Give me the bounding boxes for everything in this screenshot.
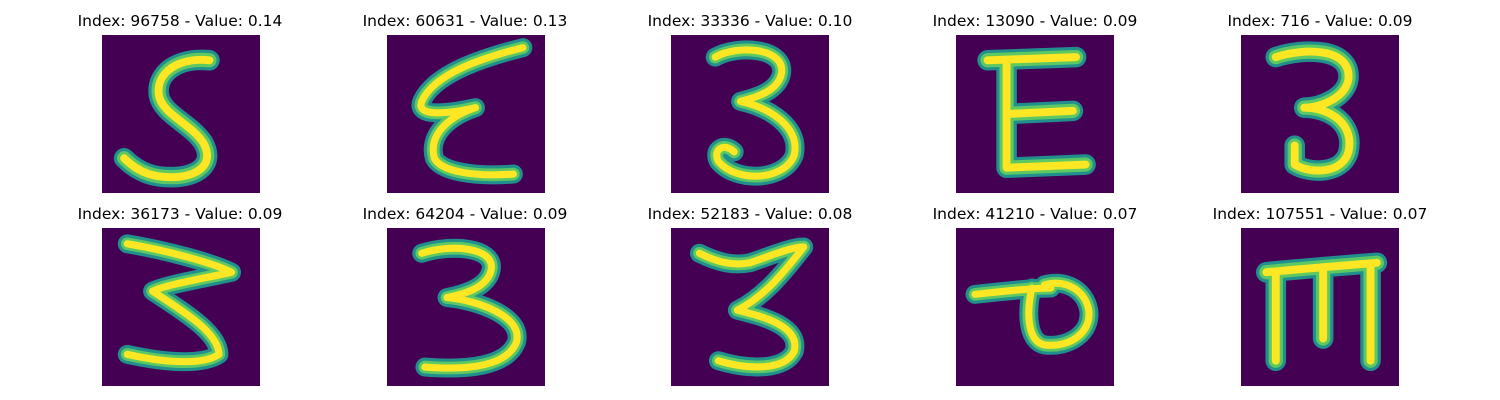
digit-image: [387, 35, 545, 193]
glyph-slanted-epsilon: [411, 38, 533, 185]
tile-title: Index: 64204 - Value: 0.09: [362, 205, 568, 223]
glyph-capital-e: [977, 46, 1096, 178]
glyph-rotated-p: [965, 273, 1099, 355]
tile-title: Index: 96758 - Value: 0.14: [77, 12, 283, 30]
glyph-three: [705, 40, 805, 186]
digit-image: [387, 228, 545, 386]
digit-image: [1241, 228, 1399, 386]
tile-title: Index: 36173 - Value: 0.09: [77, 205, 283, 223]
glyph-rotated-m: [1256, 252, 1388, 371]
tile-title: Index: 41210 - Value: 0.07: [932, 205, 1138, 223]
digit-image: [1241, 35, 1399, 193]
glyph-three: [689, 237, 814, 377]
tile-title: Index: 13090 - Value: 0.09: [932, 12, 1138, 30]
tile-title: Index: 33336 - Value: 0.10: [647, 12, 853, 30]
digit-image: [102, 35, 260, 193]
tile-title: Index: 52183 - Value: 0.08: [647, 205, 853, 223]
digit-image: [102, 228, 260, 386]
tile-title: Index: 716 - Value: 0.09: [1227, 12, 1413, 30]
tile-title: Index: 60631 - Value: 0.13: [362, 12, 568, 30]
glyph-zigzag-three: [117, 234, 242, 372]
glyph-three: [1265, 41, 1360, 181]
tile-title: Index: 107551 - Value: 0.07: [1212, 205, 1428, 223]
digit-image: [671, 228, 829, 386]
digit-image: [956, 35, 1114, 193]
glyph-three: [412, 238, 527, 378]
glyph-5-shape: [113, 49, 220, 188]
digit-image: [956, 228, 1114, 386]
digit-image: [671, 35, 829, 193]
